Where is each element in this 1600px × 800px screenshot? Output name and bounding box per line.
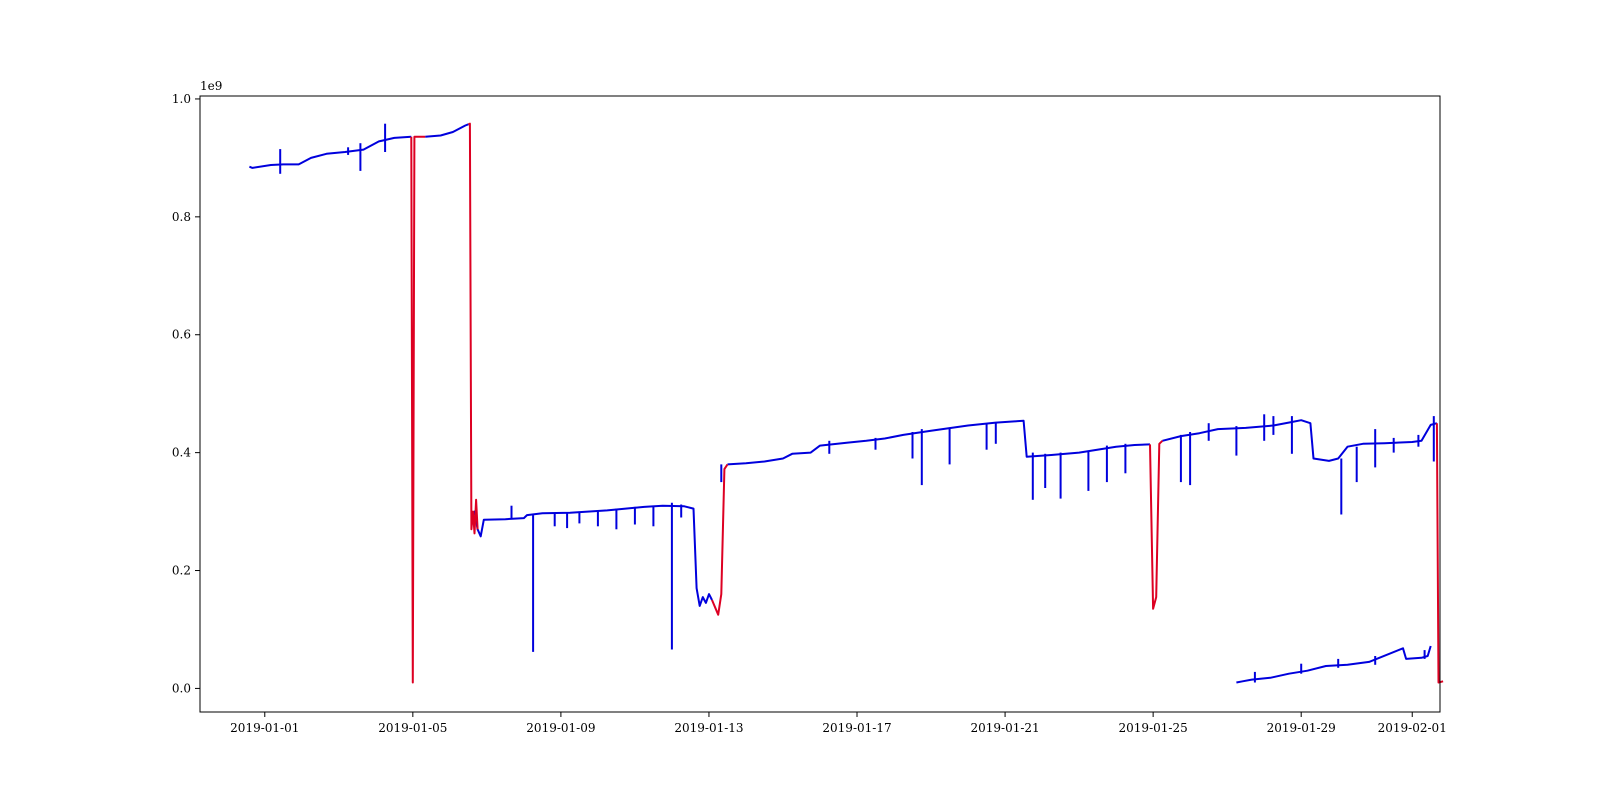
y-tick-label-1: 0.2 <box>172 564 191 578</box>
series-1-segment-4 <box>1435 423 1444 684</box>
x-tick-label-0: 2019-01-01 <box>230 721 299 735</box>
y-tick-label-2: 0.4 <box>172 446 191 460</box>
series-1-segment-3 <box>1149 440 1164 610</box>
series-1-segment-1 <box>468 122 479 535</box>
x-tick-label-7: 2019-01-29 <box>1267 721 1336 735</box>
y-tick-label-5: 1.0 <box>172 92 191 106</box>
plot-frame <box>199 95 1441 713</box>
x-tick-label-5: 2019-01-21 <box>970 721 1039 735</box>
plot-lines <box>249 122 1444 684</box>
x-tick-label-1: 2019-01-05 <box>378 721 447 735</box>
y-axis: 0.0 0.2 0.4 0.6 0.8 1.0 <box>172 92 200 695</box>
x-tick-label-3: 2019-01-13 <box>674 721 743 735</box>
y-tick-label-3: 0.6 <box>172 328 191 342</box>
x-tick-label-6: 2019-01-25 <box>1119 721 1188 735</box>
series-0-segment-0 <box>249 135 412 169</box>
y-tick-label-0: 0.0 <box>172 681 191 695</box>
x-axis: 2019-01-01 2019-01-05 2019-01-09 2019-01-13… <box>230 712 1447 735</box>
y-offset-label: 1e9 <box>200 79 222 93</box>
series-1-segment-2 <box>711 463 729 616</box>
x-tick-label-4: 2019-01-17 <box>822 721 891 735</box>
y-tick-label-4: 0.8 <box>172 210 191 224</box>
series-0-segment-3 <box>727 419 1151 466</box>
series-0-segment-4 <box>1162 419 1438 462</box>
x-tick-label-8: 2019-02-01 <box>1378 721 1447 735</box>
x-tick-label-2: 2019-01-09 <box>526 721 595 735</box>
series-1-segment-0 <box>410 135 426 684</box>
series-0-segment-1 <box>425 123 469 138</box>
